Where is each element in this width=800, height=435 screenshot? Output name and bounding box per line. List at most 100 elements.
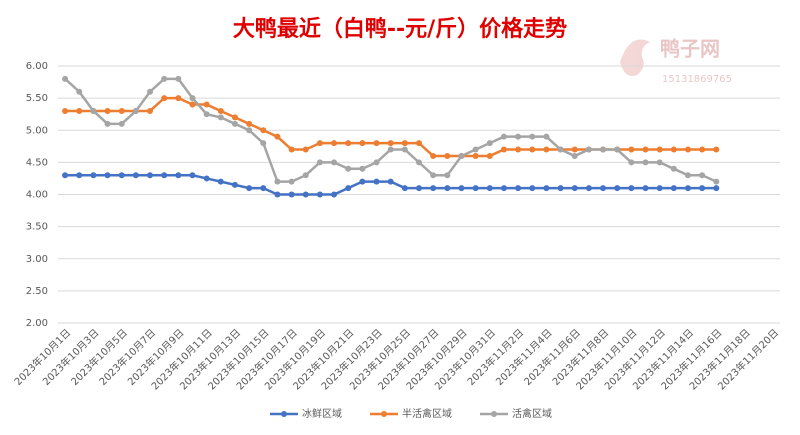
data-point — [670, 185, 677, 192]
data-point — [515, 133, 522, 140]
data-point — [656, 159, 663, 166]
data-point — [175, 95, 182, 102]
data-point — [416, 185, 422, 192]
watermark-name: 鸭子网 — [660, 37, 720, 61]
y-tick-label: 2.50 — [26, 286, 48, 297]
data-point — [316, 140, 323, 147]
data-point — [529, 185, 536, 192]
data-point — [373, 140, 380, 147]
data-point — [684, 172, 691, 179]
data-point — [430, 185, 437, 192]
y-tick-label: 5.50 — [26, 93, 48, 104]
legend-marker — [491, 411, 497, 417]
data-point — [585, 185, 592, 192]
data-point — [557, 185, 564, 192]
legend-label: 活禽区域 — [512, 407, 552, 420]
legend-marker — [281, 411, 287, 417]
data-point — [161, 95, 168, 102]
data-point — [515, 146, 522, 153]
data-point — [401, 140, 408, 147]
data-point — [472, 146, 479, 153]
data-point — [628, 159, 635, 166]
data-point — [217, 114, 224, 121]
data-point — [628, 146, 635, 153]
data-point — [401, 185, 408, 192]
data-point — [500, 133, 507, 140]
data-point — [217, 107, 224, 114]
data-point — [175, 172, 182, 179]
data-point — [656, 146, 663, 153]
chart-title: 大鸭最近（白鸭--元/斤）价格走势 — [233, 16, 567, 42]
data-point — [628, 185, 635, 192]
data-point — [486, 140, 493, 147]
data-point — [373, 159, 380, 166]
data-point — [175, 75, 182, 82]
data-point — [515, 185, 522, 192]
data-point — [430, 172, 437, 179]
data-point — [62, 172, 69, 179]
data-point — [231, 114, 238, 121]
data-point — [713, 178, 720, 185]
data-point — [302, 191, 309, 198]
data-point — [416, 140, 422, 147]
data-point — [76, 172, 83, 179]
data-point — [274, 191, 281, 198]
legend-label: 半活禽区域 — [402, 407, 452, 420]
data-point — [302, 146, 309, 153]
data-point — [500, 146, 507, 153]
data-point — [670, 165, 677, 172]
data-point — [699, 172, 706, 179]
data-point — [713, 146, 720, 153]
data-point — [684, 146, 691, 153]
data-point — [288, 191, 295, 198]
data-point — [486, 185, 493, 192]
data-point — [231, 120, 238, 127]
y-tick-label: 6.00 — [26, 61, 48, 72]
data-point — [274, 178, 281, 185]
data-point — [316, 159, 323, 166]
data-point — [359, 165, 366, 172]
data-point — [260, 185, 267, 192]
data-point — [104, 172, 111, 179]
data-point — [203, 175, 210, 182]
data-point — [118, 120, 125, 127]
data-point — [713, 185, 720, 192]
data-point — [331, 159, 338, 166]
data-point — [260, 140, 267, 147]
data-point — [600, 185, 607, 192]
data-point — [90, 172, 97, 179]
y-tick-label: 4.50 — [26, 157, 48, 168]
data-point — [585, 146, 592, 153]
data-point — [288, 146, 295, 153]
data-point — [444, 152, 451, 159]
y-tick-label: 3.00 — [26, 254, 48, 265]
legend-label: 冰鲜区域 — [302, 407, 342, 420]
data-point — [189, 95, 196, 102]
data-point — [331, 140, 338, 147]
data-point — [670, 146, 677, 153]
watermark-phone: 15131869765 — [662, 74, 732, 85]
data-point — [217, 178, 224, 185]
data-point — [246, 185, 253, 192]
data-point — [203, 101, 210, 108]
data-point — [614, 185, 621, 192]
data-point — [642, 159, 649, 166]
data-point — [571, 152, 578, 159]
data-point — [684, 185, 691, 192]
y-tick-label: 5.00 — [26, 125, 48, 136]
data-point — [373, 178, 380, 185]
data-point — [401, 146, 408, 153]
data-point — [557, 146, 564, 153]
data-point — [486, 152, 493, 159]
data-point — [444, 172, 451, 179]
data-point — [571, 146, 578, 153]
data-point — [430, 152, 437, 159]
y-tick-label: 2.00 — [26, 318, 48, 329]
data-point — [458, 185, 465, 192]
data-point — [699, 185, 706, 192]
data-point — [472, 152, 479, 159]
data-point — [147, 172, 154, 179]
data-point — [642, 146, 649, 153]
